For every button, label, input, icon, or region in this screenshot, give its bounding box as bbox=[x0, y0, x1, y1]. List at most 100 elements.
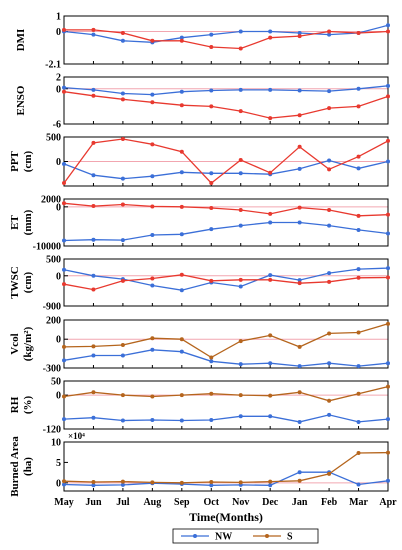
data-point-0-NW-7 bbox=[268, 29, 273, 34]
data-point-2-NW-1 bbox=[91, 173, 96, 178]
data-point-5-S-3 bbox=[150, 336, 155, 341]
data-point-6-NW-2 bbox=[120, 418, 125, 423]
data-point-5-NW-6 bbox=[238, 362, 243, 367]
data-point-0-NW-6 bbox=[238, 29, 243, 34]
series-line-5-NW bbox=[63, 349, 389, 367]
data-point-4-NW-4 bbox=[179, 288, 184, 293]
data-point-1-S-6 bbox=[238, 109, 243, 114]
data-point-7-NW-1 bbox=[91, 483, 96, 488]
data-point-2-S-11 bbox=[386, 138, 390, 143]
data-point-4-NW-10 bbox=[356, 267, 361, 272]
data-point-3-S-8 bbox=[297, 205, 302, 210]
y-axis-unit-4: (cm) bbox=[22, 271, 34, 293]
y-axis-label-2: PPT bbox=[9, 150, 21, 171]
data-point-4-S-2 bbox=[120, 278, 125, 283]
y-tick-label-5-0: 200 bbox=[46, 316, 61, 327]
data-point-1-NW-11 bbox=[386, 83, 390, 88]
data-point-4-NW-6 bbox=[238, 284, 243, 289]
data-point-4-S-9 bbox=[327, 279, 332, 284]
x-axis-label: Time(Months) bbox=[189, 510, 263, 524]
legend-marker-NW bbox=[193, 534, 197, 538]
x-tick-label-7: Dec bbox=[262, 497, 279, 508]
y-axis-label-4: TWSC bbox=[9, 266, 21, 298]
series-line-0-S bbox=[64, 29, 389, 50]
data-point-4-S-8 bbox=[297, 281, 302, 286]
series-line-5-S bbox=[63, 323, 389, 359]
data-point-3-NW-1 bbox=[91, 237, 96, 242]
data-point-5-NW-7 bbox=[268, 361, 273, 366]
data-point-6-S-1 bbox=[91, 390, 96, 395]
legend-label-S: S bbox=[287, 532, 293, 543]
data-point-5-S-4 bbox=[179, 337, 184, 342]
data-point-3-S-2 bbox=[120, 202, 125, 207]
y-tick-label-0-1: 0 bbox=[56, 27, 61, 38]
data-point-6-S-6 bbox=[238, 393, 243, 398]
data-point-7-S-4 bbox=[179, 480, 184, 485]
data-point-4-S-3 bbox=[150, 276, 155, 281]
x-tick-label-8: Jan bbox=[292, 497, 308, 508]
data-point-1-S-4 bbox=[179, 103, 184, 108]
data-point-1-NW-1 bbox=[91, 87, 96, 92]
data-point-7-S-6 bbox=[238, 480, 243, 485]
data-point-5-S-9 bbox=[327, 331, 332, 336]
data-point-5-NW-2 bbox=[120, 353, 125, 358]
data-point-1-NW-7 bbox=[268, 87, 273, 92]
data-point-6-S-10 bbox=[356, 391, 361, 396]
data-point-3-S-7 bbox=[268, 211, 273, 216]
series-line-4-NW bbox=[63, 267, 389, 291]
data-point-3-S-1 bbox=[91, 204, 96, 209]
series-line-6-NW bbox=[63, 414, 389, 423]
data-point-2-S-2 bbox=[120, 136, 125, 141]
data-point-2-S-5 bbox=[209, 181, 214, 186]
data-point-2-NW-0 bbox=[62, 161, 66, 166]
data-point-2-NW-5 bbox=[209, 171, 214, 176]
data-point-3-NW-10 bbox=[356, 227, 361, 232]
data-point-0-S-3 bbox=[150, 38, 155, 43]
series-line-3-S bbox=[63, 202, 389, 217]
series-line-2-NW bbox=[63, 159, 389, 180]
data-point-2-NW-11 bbox=[386, 159, 390, 164]
data-point-6-S-0 bbox=[62, 394, 66, 399]
series-line-0-NW bbox=[63, 24, 389, 43]
y-axis-label-3: ET bbox=[9, 215, 21, 230]
data-point-6-S-7 bbox=[268, 393, 273, 398]
data-point-4-NW-7 bbox=[268, 273, 273, 278]
series-line-1-NW bbox=[63, 85, 389, 96]
panel-frame-7 bbox=[63, 441, 389, 492]
y-tick-label-2-0: 500 bbox=[46, 133, 61, 144]
data-point-3-NW-11 bbox=[386, 231, 390, 236]
data-point-2-S-7 bbox=[268, 170, 273, 175]
data-point-2-S-6 bbox=[238, 158, 243, 163]
data-point-5-S-6 bbox=[238, 339, 243, 344]
series-line-4-S bbox=[63, 274, 389, 291]
data-point-2-S-9 bbox=[327, 167, 332, 172]
data-point-6-S-2 bbox=[120, 393, 125, 398]
y-tick-label-2-1: 0 bbox=[56, 157, 61, 168]
data-point-0-NW-11 bbox=[386, 23, 390, 28]
data-point-6-NW-6 bbox=[238, 414, 243, 419]
data-point-5-S-8 bbox=[297, 344, 302, 349]
series-line-1-S bbox=[63, 91, 389, 119]
data-point-0-NW-8 bbox=[297, 31, 302, 36]
data-point-1-S-11 bbox=[386, 94, 390, 99]
data-point-6-NW-9 bbox=[327, 412, 332, 417]
data-point-0-S-2 bbox=[120, 31, 125, 36]
data-point-3-S-3 bbox=[150, 204, 155, 209]
data-point-5-S-11 bbox=[386, 321, 390, 326]
data-point-1-S-10 bbox=[356, 104, 361, 109]
y-tick-label-4-0: 500 bbox=[46, 255, 61, 266]
data-point-7-S-8 bbox=[297, 478, 302, 483]
x-tick-label-9: Feb bbox=[321, 497, 338, 508]
data-point-4-NW-8 bbox=[297, 278, 302, 283]
data-point-4-NW-0 bbox=[62, 267, 66, 272]
data-point-3-S-9 bbox=[327, 207, 332, 212]
data-point-3-NW-4 bbox=[179, 232, 184, 237]
y-tick-label-7-2: 0 bbox=[56, 478, 61, 489]
data-point-6-NW-5 bbox=[209, 417, 214, 422]
data-point-2-S-10 bbox=[356, 154, 361, 159]
data-point-6-NW-4 bbox=[179, 418, 184, 423]
panel-frame-4 bbox=[63, 258, 389, 307]
data-point-5-NW-10 bbox=[356, 364, 361, 369]
data-point-4-NW-11 bbox=[386, 266, 390, 271]
